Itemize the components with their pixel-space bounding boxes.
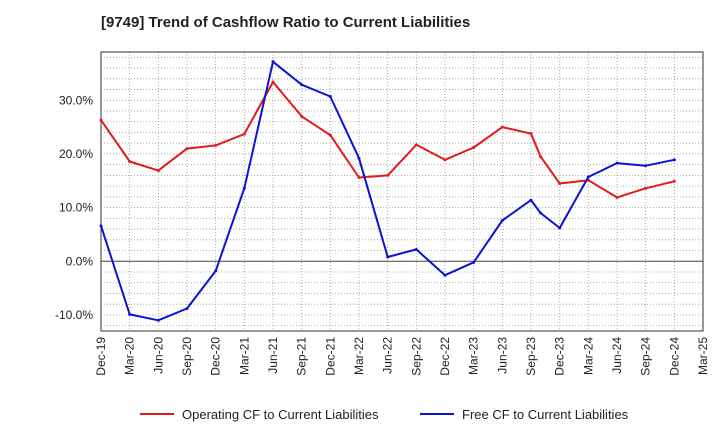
y-tick-label: 30.0% bbox=[59, 93, 93, 107]
x-tick-label: Jun-21 bbox=[266, 337, 280, 374]
x-tick-label: Jun-23 bbox=[495, 337, 509, 374]
data-point bbox=[214, 269, 218, 273]
series bbox=[99, 60, 676, 322]
x-tick-label: Mar-23 bbox=[467, 337, 481, 375]
data-point bbox=[214, 143, 218, 147]
data-point bbox=[156, 169, 160, 173]
data-point bbox=[500, 125, 504, 129]
x-tick-label: Dec-19 bbox=[94, 337, 108, 376]
data-point bbox=[529, 132, 533, 136]
data-point bbox=[672, 158, 676, 162]
data-point bbox=[615, 195, 619, 199]
data-point bbox=[185, 306, 189, 310]
data-point bbox=[615, 161, 619, 165]
y-tick-label: 20.0% bbox=[59, 147, 93, 161]
chart-title: [9749] Trend of Cashflow Ratio to Curren… bbox=[101, 14, 471, 31]
data-point bbox=[414, 143, 418, 147]
data-point bbox=[539, 155, 543, 159]
x-tick-label: Dec-23 bbox=[553, 337, 567, 376]
data-point bbox=[357, 176, 361, 180]
x-tick-label: Jun-22 bbox=[381, 337, 395, 374]
x-tick-label: Mar-21 bbox=[237, 337, 251, 375]
data-point bbox=[472, 146, 476, 150]
x-tick-label: Mar-24 bbox=[581, 337, 595, 375]
data-point bbox=[558, 226, 562, 230]
x-tick-label: Sep-22 bbox=[409, 337, 423, 376]
data-point bbox=[328, 133, 332, 137]
data-point bbox=[386, 255, 390, 259]
y-tick-label: 10.0% bbox=[59, 201, 93, 215]
legend-label: Free CF to Current Liabilities bbox=[462, 407, 629, 422]
data-point bbox=[300, 114, 304, 118]
x-tick-label: Dec-20 bbox=[209, 337, 223, 376]
y-tick-label: -10.0% bbox=[55, 308, 93, 322]
data-point bbox=[128, 159, 132, 163]
x-tick-label: Mar-22 bbox=[352, 337, 366, 375]
data-point bbox=[558, 181, 562, 185]
x-tick-label: Sep-21 bbox=[295, 337, 309, 376]
data-point bbox=[539, 211, 543, 215]
x-tick-label: Sep-24 bbox=[639, 337, 653, 376]
series-line-2 bbox=[100, 60, 675, 322]
data-point bbox=[185, 147, 189, 151]
data-point bbox=[386, 173, 390, 177]
legend: Operating CF to Current Liabilities Free … bbox=[140, 407, 629, 422]
x-tick-label: Dec-22 bbox=[438, 337, 452, 376]
x-tick-label: Mar-25 bbox=[696, 337, 710, 375]
data-point bbox=[271, 60, 275, 64]
data-point bbox=[357, 156, 361, 160]
data-point bbox=[529, 198, 533, 202]
data-point bbox=[443, 158, 447, 162]
x-tick-label: Jun-24 bbox=[610, 337, 624, 374]
plot-frame bbox=[100, 51, 704, 332]
data-point bbox=[414, 247, 418, 251]
x-tick-label: Dec-24 bbox=[667, 337, 681, 376]
data-point bbox=[472, 260, 476, 264]
series-line-1 bbox=[100, 81, 675, 199]
data-point bbox=[328, 95, 332, 99]
x-tick-label: Jun-20 bbox=[151, 337, 165, 374]
x-tick-label: Sep-23 bbox=[524, 337, 538, 376]
data-point bbox=[271, 80, 275, 84]
x-tick-label: Dec-21 bbox=[323, 337, 337, 376]
x-tick-label: Sep-20 bbox=[180, 337, 194, 376]
data-point bbox=[156, 318, 160, 322]
data-point bbox=[644, 186, 648, 190]
data-point bbox=[99, 224, 103, 228]
data-point bbox=[300, 83, 304, 87]
data-point bbox=[443, 273, 447, 277]
data-point bbox=[672, 179, 676, 183]
y-tick-label: 0.0% bbox=[66, 254, 94, 268]
x-tick-label: Mar-20 bbox=[123, 337, 137, 375]
data-point bbox=[242, 186, 246, 190]
data-point bbox=[242, 132, 246, 136]
data-point bbox=[99, 118, 103, 122]
data-point bbox=[586, 175, 590, 179]
data-point bbox=[128, 312, 132, 316]
grid bbox=[100, 52, 704, 331]
data-point bbox=[644, 164, 648, 168]
legend-label: Operating CF to Current Liabilities bbox=[182, 407, 379, 422]
data-point bbox=[500, 218, 504, 222]
axes: Dec-19 Mar-20 Jun-20 Sep-20 Dec-20 Mar-21 Jun-… bbox=[55, 51, 710, 376]
